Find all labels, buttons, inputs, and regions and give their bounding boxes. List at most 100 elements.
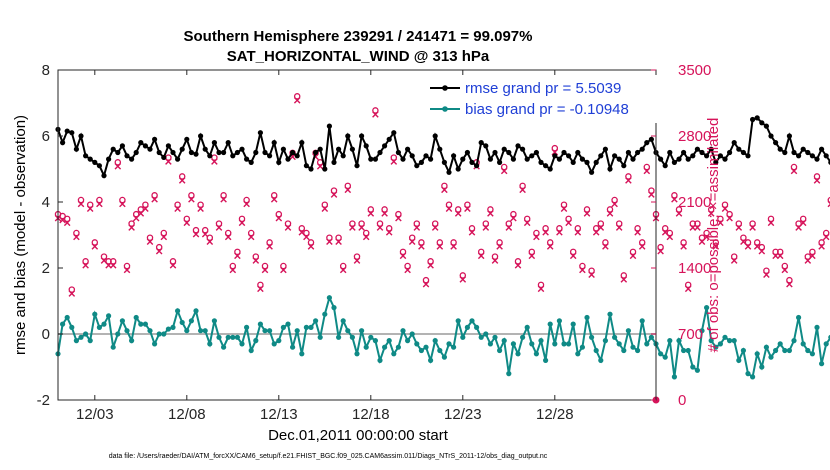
obs-possible-point: [758, 243, 766, 251]
rmse-point: [455, 166, 461, 172]
rmse-point: [474, 163, 480, 169]
obs-possible-point: [326, 234, 333, 241]
rmse-point: [699, 149, 705, 156]
bias-point: [290, 344, 296, 350]
rmse-point: [395, 149, 401, 156]
obs-possible-point: [537, 281, 545, 289]
obs-possible-point: [776, 248, 784, 256]
rmse-point: [175, 156, 181, 162]
obs-possible-point: [648, 187, 655, 194]
obs-assimilated-point: [372, 111, 379, 118]
obs-assimilated-point: [73, 233, 80, 241]
obs-possible-point: [100, 253, 108, 260]
obs-assimilated-point: [560, 205, 568, 213]
rmse-point: [731, 140, 737, 146]
bias-point: [83, 331, 89, 337]
bias-point: [763, 344, 770, 350]
rmse-point: [368, 156, 374, 162]
rmse-point: [322, 166, 328, 172]
bias-point: [658, 351, 664, 357]
obs-possible-point: [344, 182, 352, 190]
bias-point: [294, 328, 300, 334]
rmse-point: [796, 153, 802, 159]
obs-assimilated-point: [362, 233, 370, 241]
obs-assimilated-point: [629, 252, 637, 260]
bias-point: [331, 305, 337, 311]
rmse-point: [506, 149, 512, 156]
rmse-point: [276, 159, 282, 165]
bias-point: [694, 367, 701, 373]
rmse-series: [55, 115, 830, 179]
obs-assimilated-point: [436, 243, 444, 250]
bias-point: [313, 318, 319, 324]
obs-assimilated-point: [188, 195, 195, 203]
obs-possible-point: [643, 163, 651, 171]
obs-assimilated-point: [197, 205, 204, 213]
obs-possible-point: [174, 201, 181, 208]
bias-point: [165, 326, 171, 332]
obs-possible-point: [349, 220, 356, 227]
obs-possible-point: [431, 220, 439, 227]
obs-possible-point: [376, 220, 384, 227]
obs-assimilated-point: [767, 219, 775, 227]
obs-assimilated-point: [229, 266, 237, 274]
bias-point: [437, 347, 443, 354]
bias-point: [211, 318, 217, 324]
rmse-point: [96, 163, 102, 169]
obs-assimilated-point: [744, 243, 752, 250]
obs-possible-point: [86, 201, 94, 208]
obs-assimilated-point: [597, 224, 605, 231]
bias-point: [791, 338, 797, 344]
obs-assimilated-point: [385, 228, 393, 236]
bias-point: [800, 341, 806, 347]
obs-possible-point: [91, 239, 99, 246]
obs-possible-point: [178, 173, 186, 180]
obs-possible-point: [675, 206, 683, 213]
obs-assimilated-point: [408, 238, 416, 246]
rmse-point: [170, 149, 176, 156]
obs-assimilated-point: [344, 186, 352, 194]
obs-assimilated-point: [404, 266, 411, 274]
obs-possible-point: [717, 215, 724, 223]
rmse-point: [819, 146, 825, 152]
obs-assimilated-point: [583, 210, 591, 217]
obs-assimilated-point: [114, 162, 122, 170]
obs-possible-point: [786, 276, 793, 284]
obs-possible-point: [77, 196, 85, 204]
rmse-point: [69, 130, 75, 136]
bias-point: [257, 321, 263, 327]
obs-possible-point: [735, 220, 743, 227]
obs-assimilated-point: [431, 224, 439, 231]
bias-point: [584, 314, 590, 321]
obs-assimilated-point: [487, 210, 494, 217]
plot-frame: [57, 69, 657, 401]
obs-assimilated-point: [703, 233, 710, 241]
bias-point: [487, 341, 493, 347]
bias-point: [460, 334, 466, 340]
chart-subtitle: SAT_HORIZONTAL_WIND @ 313 hPa: [227, 48, 490, 65]
obs-possible-point: [468, 225, 476, 232]
obs-possible-point: [583, 206, 591, 213]
rmse-point: [524, 156, 530, 162]
obs-assimilated-point: [234, 252, 241, 260]
rmse-point: [359, 133, 365, 139]
obs-possible-point: [615, 220, 623, 227]
bias-point: [96, 324, 102, 330]
x-axis-label: Dec.01,2011 00:00:00 start: [268, 427, 449, 444]
rmse-point: [713, 159, 719, 165]
obs-possible-point: [712, 239, 720, 246]
bias-point: [777, 341, 783, 347]
obs-possible-point: [790, 163, 798, 171]
bias-point: [823, 341, 829, 347]
bias-point: [644, 341, 650, 347]
bias-point: [796, 314, 802, 321]
bias-point: [717, 341, 724, 347]
obs-assimilated-point: [257, 285, 264, 293]
bias-point: [639, 318, 645, 324]
obs-possible-point: [234, 248, 241, 256]
obs-possible-point: [114, 159, 122, 166]
rmse-point: [345, 133, 351, 139]
obs-possible-point: [602, 239, 609, 246]
obs-assimilated-point: [165, 158, 172, 165]
obs-possible-point: [500, 163, 508, 171]
